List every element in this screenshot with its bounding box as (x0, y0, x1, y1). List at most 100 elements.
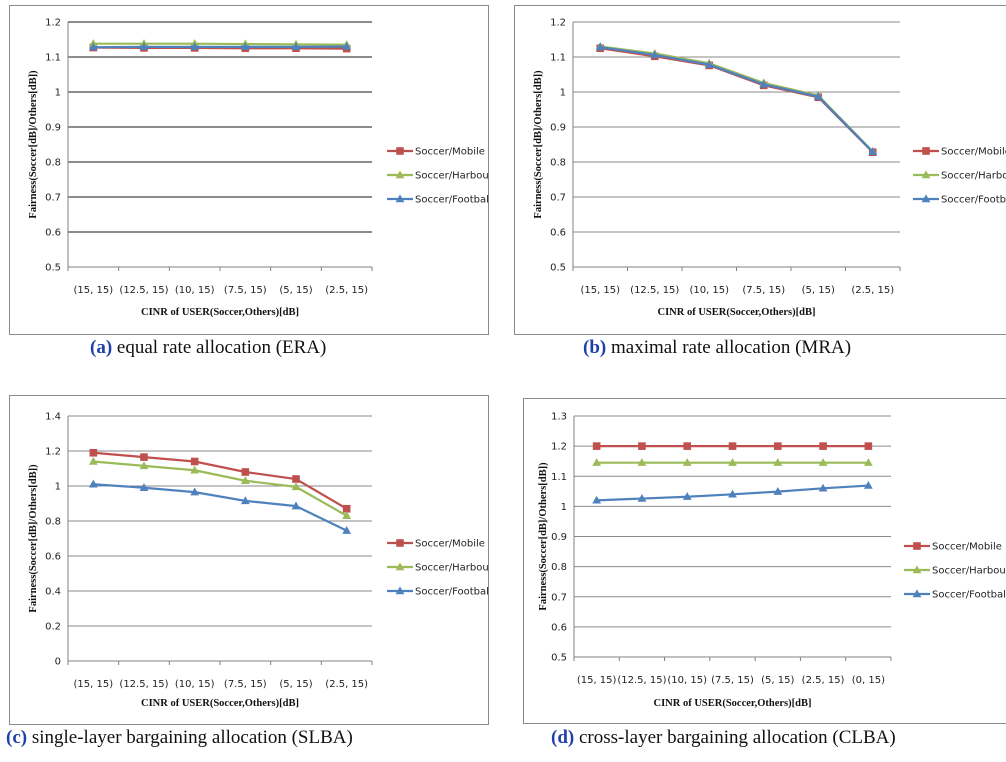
y-axis-title: Fairness(Soccer[dB]/Others[dB]) (28, 464, 39, 613)
x-tick-label: (0, 15) (852, 675, 885, 686)
y-tick-label: 0.4 (45, 587, 61, 598)
data-point (139, 483, 149, 491)
data-point (190, 487, 200, 496)
legend-label: Soccer/Mobile (415, 147, 485, 158)
legend-marker (396, 539, 404, 547)
y-tick-label: 0.2 (45, 622, 61, 633)
data-point (240, 496, 250, 505)
data-point (342, 41, 352, 50)
data-point (292, 475, 300, 483)
x-tick-label: (15, 15) (74, 679, 114, 690)
x-tick-label: (12.5, 15) (119, 285, 168, 296)
x-tick-label: (2.5, 15) (851, 285, 894, 296)
data-point (342, 511, 352, 519)
data-point (190, 457, 199, 466)
caption-letter-d: (d) (551, 727, 575, 748)
series-line-soccer-harbour (93, 460, 348, 517)
y-tick-label: 0.8 (45, 517, 61, 528)
x-tick-label: (5, 15) (279, 285, 312, 296)
data-point (728, 458, 737, 466)
legend-label: Soccer/Mobile (932, 542, 1002, 553)
y-tick-label: 0.8 (550, 158, 566, 169)
data-point (88, 42, 98, 51)
data-point (240, 42, 250, 51)
data-point (88, 479, 98, 488)
data-point (342, 504, 351, 513)
caption-text-d: cross-layer bargaining allocation (CLBA) (574, 727, 896, 748)
x-tick-label: (15, 15) (580, 285, 620, 296)
data-point (190, 465, 200, 474)
y-tick-label: 1.4 (45, 412, 61, 423)
series-line-soccer-football (600, 46, 874, 153)
data-point (88, 456, 98, 465)
data-point (139, 42, 149, 51)
data-point (638, 442, 646, 450)
legend-marker (921, 194, 931, 203)
caption-text-a: equal rate allocation (ERA) (112, 337, 327, 358)
data-point (682, 492, 692, 500)
data-point (863, 480, 873, 489)
y-tick-label: 1.2 (550, 18, 566, 29)
x-tick-label: (10, 15) (689, 285, 729, 296)
chart-frame-b: 1.2 1.1 1 0.9 0.8 0.7 0.6 0.5 (15, 15) (12.5, 15)… (514, 5, 1006, 335)
data-point (592, 442, 601, 450)
legend-label: Soccer/Football (415, 195, 488, 206)
x-tick-label: (15, 15) (74, 285, 114, 296)
legend-marker (913, 542, 921, 550)
legend-marker (395, 562, 405, 571)
y-tick-label: 1.2 (45, 447, 61, 458)
x-tick-label: (7.5, 15) (224, 285, 267, 296)
y-tick-label: 0.5 (551, 653, 567, 664)
chart-b: 1.2 1.1 1 0.9 0.8 0.7 0.6 0.5 (15, 15) (12.5, 15)… (533, 18, 1006, 319)
series-line-soccer-mobile (93, 451, 348, 510)
caption-b: (b) maximal rate allocation (MRA) (583, 337, 851, 359)
y-tick-label: 0.7 (551, 592, 567, 603)
x-tick-label: (5, 15) (761, 675, 794, 686)
chart-a: 1.2 1.1 1 0.9 0.8 0.7 0.6 0.5 (15, 15) (12.5, 15)… (28, 18, 488, 319)
x-tick-label: (12.5, 15) (630, 285, 679, 296)
x-tick-label: (7.5, 15) (711, 675, 754, 686)
data-point (728, 489, 737, 498)
legend-label: Soccer/Harbour (415, 171, 488, 182)
legend-marker (912, 589, 922, 598)
legend-label: Soccer/Mobile (941, 147, 1006, 158)
chart-c: 1.4 1.2 1 0.8 0.6 0.4 0.2 0 (15, 15) (12.5, 15) (1… (28, 412, 488, 710)
x-tick-label: (15, 15) (577, 675, 617, 686)
chart-frame-c: 1.4 1.2 1 0.8 0.6 0.4 0.2 0 (15, 15) (12.5, 15) (1… (9, 395, 489, 725)
y-tick-label: 1.2 (45, 18, 61, 29)
y-axis-title: Fairness(Soccer[dB]/Others[dB]) (538, 462, 549, 611)
legend-marker (921, 170, 931, 179)
data-point (818, 458, 828, 466)
y-tick-label: 1.1 (550, 53, 566, 64)
legend-marker (922, 147, 930, 155)
legend-label: Soccer/Football (415, 587, 488, 598)
data-point (342, 526, 352, 534)
data-point (592, 458, 602, 466)
y-tick-label: 0.9 (550, 123, 566, 134)
y-tick-label: 0.5 (45, 263, 61, 274)
y-tick-label: 0.8 (45, 158, 61, 169)
y-axis-title: Fairness(Soccer[dB]/Others[dB]) (533, 70, 544, 219)
legend-label: Soccer/Harbour (941, 171, 1006, 182)
legend-marker (912, 565, 922, 574)
data-point (813, 91, 823, 100)
data-point (637, 458, 647, 466)
data-point (595, 42, 605, 51)
y-tick-label: 0.7 (45, 193, 61, 204)
data-point (650, 50, 660, 59)
data-point (773, 487, 783, 495)
data-point (818, 483, 828, 492)
x-axis-title: CINR of USER(Soccer,Others)[dB] (658, 307, 816, 318)
caption-letter-a: (a) (90, 337, 113, 358)
series-line-soccer-football (93, 45, 347, 49)
data-point (291, 482, 301, 491)
x-tick-label: (2.5, 15) (325, 679, 368, 690)
y-tick-label: 0.7 (550, 193, 566, 204)
chart-frame-d: 1.3 1.2 1.1 1 0.9 0.8 0.7 0.6 0.5 (15, 15) (12.5, … (523, 398, 1006, 724)
series-line-soccer-harbour (93, 42, 347, 46)
y-tick-label: 1 (560, 88, 566, 99)
legend-marker (396, 147, 404, 155)
caption-text-c: single-layer bargaining allocation (SLBA… (27, 727, 353, 748)
y-axis-title: Fairness(Soccer[dB]/Others[dB]) (28, 70, 39, 219)
y-tick-label: 0.9 (551, 532, 567, 543)
